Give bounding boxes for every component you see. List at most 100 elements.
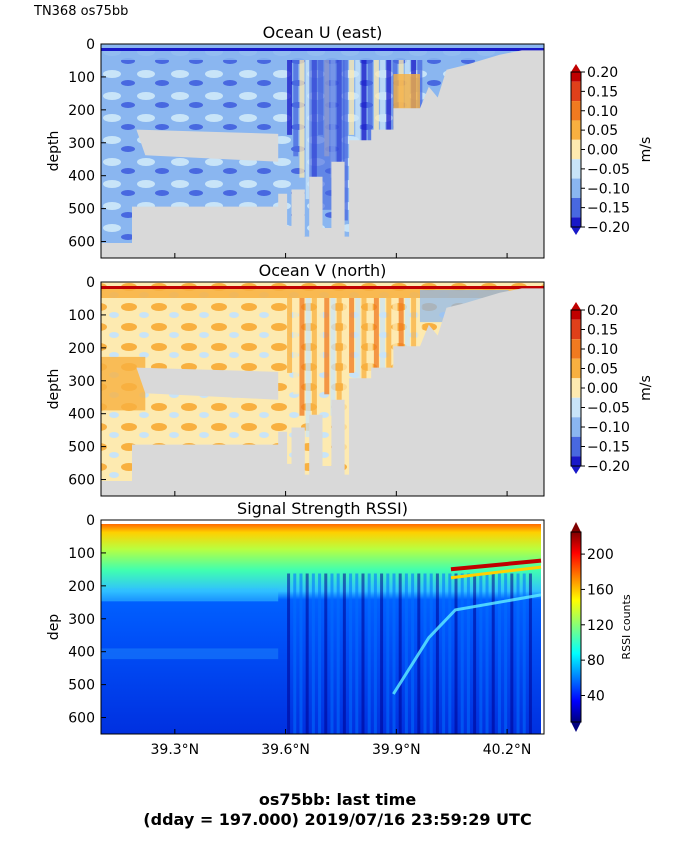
colorbar-extend-min	[571, 722, 581, 732]
rssi-streak	[429, 573, 433, 734]
surface-band	[101, 50, 544, 60]
y-axis-label: depth	[46, 131, 62, 172]
rssi-layer	[101, 648, 279, 660]
x-tick-label: 39.9°N	[372, 742, 421, 758]
velocity-streak	[305, 60, 311, 200]
velocity-streak	[361, 298, 367, 416]
colorbar-swatch	[571, 159, 581, 179]
colorbar-3: 200 160 120 80 40 RSSI counts	[570, 522, 633, 732]
velocity-streak	[305, 298, 311, 438]
plot-frame	[100, 43, 545, 259]
panel-1: Ocean U (east) depth 0 100 200 300 400 500 600	[46, 23, 545, 259]
y-tick-label: 200	[68, 579, 95, 595]
rssi-streak	[510, 573, 514, 734]
colorbar-swatch	[571, 378, 581, 398]
colorbar-tick-label: 0.05	[587, 123, 618, 139]
rssi-streak	[373, 573, 377, 734]
colorbar-tick-label: −0.15	[587, 440, 630, 456]
colorbar-extend-max	[571, 302, 581, 310]
x-tick-label: 40.2°N	[483, 742, 532, 758]
colorbar-label: m/s	[638, 375, 654, 401]
colorbar-tick-label: 0.00	[587, 381, 618, 397]
colorbar-frame	[570, 531, 582, 723]
rssi-streak	[287, 573, 291, 734]
colorbar-swatch	[571, 358, 581, 379]
colorbar-tick-label: 0.05	[587, 362, 618, 378]
rssi-streak	[460, 573, 464, 734]
panel-title: Ocean V (north)	[259, 261, 387, 280]
colorbar-swatch	[571, 217, 581, 227]
velocity-streak	[349, 60, 355, 135]
surface-edge	[101, 286, 544, 289]
rssi-streak	[330, 573, 334, 734]
y-tick-label: 0	[86, 37, 95, 53]
colorbar-gradient	[571, 532, 581, 722]
velocity-streak	[367, 298, 373, 438]
velocity-streak	[349, 298, 355, 373]
panel-3: Signal Strength RSSI) dep 0 100 200 300 400 500…	[46, 499, 545, 758]
y-axis-label: dep	[46, 614, 62, 641]
colorbar-swatch	[571, 197, 581, 218]
colorbar-label: RSSI counts	[620, 594, 633, 659]
plot-frame	[100, 281, 545, 497]
heatmap-2	[101, 282, 544, 496]
velocity-streak	[299, 298, 305, 416]
rssi-streak	[411, 573, 415, 734]
rssi-streak	[336, 573, 340, 734]
x-tick-label: 39.6°N	[261, 742, 310, 758]
velocity-streak	[311, 298, 317, 459]
velocity-streak	[287, 60, 293, 135]
velocity-streak	[293, 298, 299, 395]
colorbar-swatch	[571, 72, 581, 82]
y-tick-label: 500	[68, 678, 95, 694]
rssi-streak	[318, 573, 322, 734]
velocity-streak	[324, 298, 330, 395]
colorbar-swatch	[571, 436, 581, 457]
velocity-streak	[330, 298, 336, 416]
y-tick-label: 100	[68, 546, 95, 562]
rssi-streak	[479, 573, 483, 734]
rssi-streak	[491, 573, 495, 734]
x-tick-label: 39.3°N	[151, 742, 200, 758]
rssi-streak	[342, 573, 346, 734]
colorbar-extend-max	[571, 522, 581, 532]
velocity-streak	[342, 298, 348, 459]
rssi-streak	[435, 573, 439, 734]
colorbar-label: m/s	[638, 137, 654, 163]
rssi-strong-layer	[450, 565, 542, 580]
y-tick-label: 300	[68, 374, 95, 390]
panel-title: Ocean U (east)	[263, 23, 383, 42]
rssi-streak	[473, 573, 477, 734]
colorbar-extend-max	[571, 64, 581, 72]
y-tick-label: 600	[68, 711, 95, 727]
panel-2: Ocean V (north) depth 0 100 200 300 400 500 600	[46, 261, 545, 497]
no-data-gap	[136, 129, 279, 162]
rssi-streak	[386, 573, 390, 734]
rssi-streak	[485, 573, 489, 734]
colorbar-extend-min	[571, 227, 581, 235]
colorbar-swatch	[571, 139, 581, 160]
velocity-streak	[318, 298, 324, 373]
colorbar-swatch	[571, 339, 581, 359]
y-tick-label: 600	[68, 235, 95, 251]
velocity-streak	[411, 298, 417, 373]
rssi-streak	[380, 573, 384, 734]
velocity-streak	[293, 60, 299, 157]
rssi-layer	[101, 588, 279, 602]
colorbar-tick-label: 120	[587, 618, 614, 634]
velocity-streak	[299, 60, 305, 178]
rssi-streak	[504, 573, 508, 734]
velocity-streak	[336, 298, 342, 438]
rssi-streak	[392, 573, 396, 734]
rssi-streak	[442, 573, 446, 734]
colorbar-tick-label: −0.05	[587, 401, 630, 417]
colorbar-swatch	[571, 417, 581, 437]
velocity-streak	[386, 60, 392, 157]
velocity-streak	[355, 298, 361, 395]
footer-line-2: (dday = 197.000) 2019/07/16 23:59:29 UTC	[143, 810, 532, 829]
colorbar-tick-label: 40	[587, 688, 605, 704]
colorbar-swatch	[571, 397, 581, 418]
y-tick-label: 400	[68, 169, 95, 185]
rssi-streak	[516, 573, 520, 734]
colorbar-tick-label: −0.10	[587, 420, 630, 436]
